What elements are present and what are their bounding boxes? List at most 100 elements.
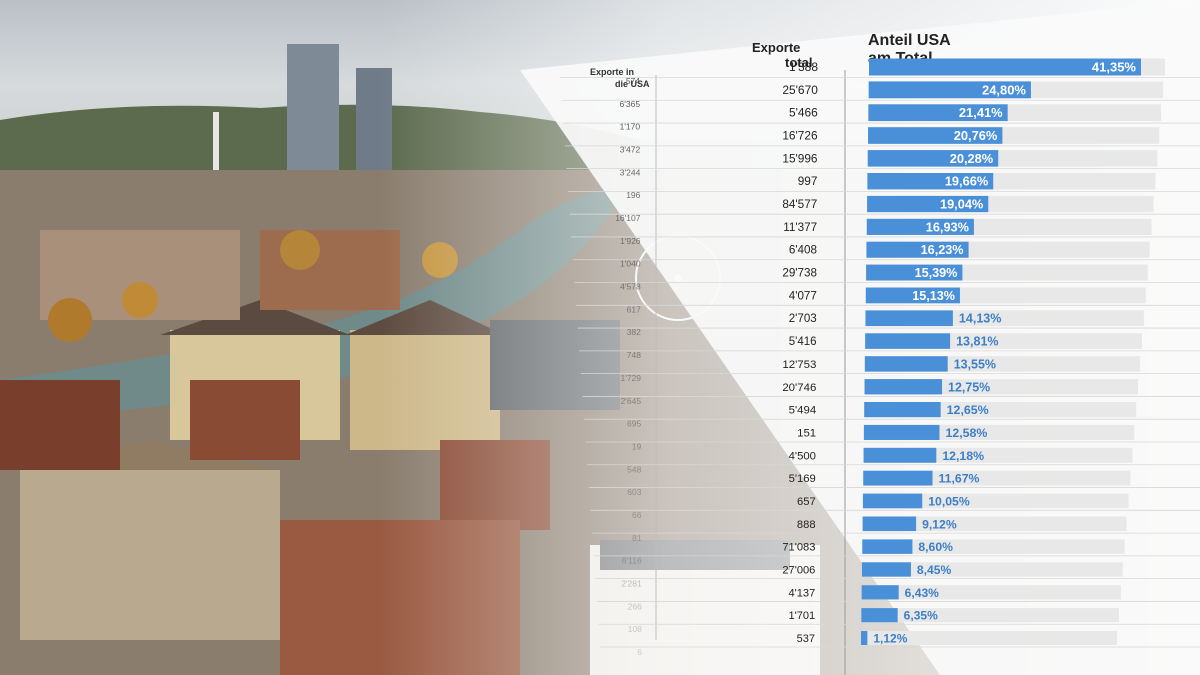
bar-track (862, 516, 1127, 532)
header-share-line1: Anteil USA (868, 32, 951, 49)
bar-track (862, 539, 1125, 554)
cell-exports-total: 1'701 (788, 610, 815, 622)
table-row: 16,93% 11'377 1'926 (571, 218, 1200, 246)
bar-value-label: 10,05% (928, 494, 970, 508)
bar-share-usa (862, 493, 923, 509)
table-row: 15,39% 29'738 4'578 (574, 264, 1200, 292)
bar-value-label: 16,23% (921, 243, 964, 257)
table-row: 21,41% 5'466 1'170 (563, 104, 1200, 132)
bar-share-usa (861, 562, 911, 577)
cell-exports-usa: 748 (627, 350, 641, 360)
bar-value-label: 6,35% (904, 609, 938, 623)
bar-share-usa (865, 333, 951, 349)
bar-share-usa (867, 150, 999, 167)
table-row: 8,45% 27'006 2'281 (595, 562, 1200, 588)
header-exports-total-line1: Exporte (752, 40, 800, 55)
bar-share-usa (863, 470, 933, 486)
table-row: 1,12% 537 6 (600, 631, 1200, 657)
bar-share-usa (863, 424, 940, 440)
cell-exports-total: 84'577 (782, 198, 817, 211)
cell-exports-total: 25'670 (782, 83, 818, 97)
cell-exports-usa: 1'926 (620, 236, 641, 246)
bar-share-usa (869, 58, 1141, 76)
cell-exports-total: 5'466 (789, 106, 818, 120)
bar-value-label: 16,93% (926, 219, 969, 234)
river (0, 190, 620, 420)
bar-value-label: 15,39% (915, 266, 958, 280)
bar-value-label: 8,60% (918, 540, 953, 554)
bar-share-usa (866, 241, 969, 258)
cell-exports-usa: 2'645 (621, 396, 642, 406)
table-row: 11,67% 5'169 603 (588, 470, 1200, 497)
table-row: 24,80% 25'670 6'365 (561, 81, 1200, 109)
table-row: 10,05% 657 66 (590, 493, 1200, 520)
bar-share-usa (867, 173, 994, 190)
table-row: 12,58% 151 19 (585, 424, 1200, 451)
cell-exports-usa: 6 (637, 647, 642, 657)
cell-exports-total: 4'137 (788, 587, 815, 599)
cell-exports-usa: 66 (632, 510, 642, 520)
table-row: 12,65% 5'494 695 (584, 402, 1200, 429)
bar-value-label: 13,81% (956, 335, 998, 349)
cell-exports-total: 20'746 (782, 382, 816, 394)
table-row: 41,35% 1'388 574 (560, 58, 1200, 86)
cell-exports-usa: 548 (627, 464, 641, 474)
header-exports-usa-line1: Exporte in (590, 67, 634, 77)
bar-value-label: 19,04% (940, 197, 983, 212)
bar-value-label: 6,43% (905, 586, 940, 600)
cell-exports-usa: 4'578 (620, 282, 641, 292)
bar-share-usa (863, 447, 937, 463)
bar-value-label: 1,12% (873, 632, 907, 646)
bar-value-label: 8,45% (917, 563, 952, 577)
cell-exports-total: 12'753 (782, 359, 816, 371)
cell-exports-total: 2'703 (789, 313, 817, 325)
bar-share-usa (865, 310, 953, 327)
cell-exports-usa: 603 (627, 487, 641, 497)
cell-exports-total: 15'996 (782, 151, 818, 165)
bar-share-usa (866, 218, 974, 235)
header-exports-usa-line2: die USA (615, 79, 650, 89)
bar-track (861, 585, 1121, 600)
cell-exports-usa: 695 (627, 419, 641, 429)
bar-value-label: 12,58% (945, 426, 987, 440)
cell-exports-usa: 574 (626, 76, 640, 86)
tower-left (287, 44, 339, 189)
cell-exports-usa: 196 (626, 190, 640, 200)
cell-exports-usa: 6'365 (620, 99, 641, 109)
bar-value-label: 41,35% (1092, 60, 1137, 75)
cell-exports-total: 657 (797, 496, 816, 508)
sheet-content: Exporte in die USA Exporte total Anteil … (560, 32, 1200, 675)
table-row: 14,13% 2'703 382 (577, 310, 1200, 337)
bar-value-label: 13,55% (954, 357, 996, 371)
cell-exports-total: 27'006 (782, 564, 815, 576)
table-row: 6,43% 4'137 266 (596, 585, 1200, 611)
chimney (213, 112, 219, 172)
bar-share-usa (861, 608, 898, 623)
cell-exports-total: 537 (797, 633, 815, 645)
table-row: 15,13% 4'077 617 (576, 287, 1200, 314)
bar-share-usa (864, 356, 948, 372)
header-exports-total-line2: total (785, 55, 812, 70)
table-rows: 41,35% 1'388 574 24,80% 25'670 6'365 21,41% 5'4… (560, 58, 1200, 657)
cell-exports-total: 997 (798, 174, 818, 188)
cell-exports-usa: 266 (628, 601, 642, 611)
bar-share-usa (867, 195, 989, 213)
cell-exports-usa: 19 (632, 441, 642, 451)
bar-value-label: 15,13% (912, 289, 955, 303)
cell-exports-total: 16'726 (782, 129, 818, 143)
cell-exports-total: 5'169 (789, 473, 816, 485)
bar-value-label: 12,75% (948, 380, 990, 394)
bar-share-usa (868, 81, 1031, 99)
table-row: 12,18% 4'500 548 (587, 447, 1200, 474)
bar-share-usa (866, 264, 963, 281)
bar-share-usa (868, 127, 1003, 144)
cell-exports-usa: 617 (627, 304, 641, 314)
table-row: 12,75% 20'746 2'645 (582, 379, 1200, 406)
bar-value-label: 21,41% (959, 105, 1003, 120)
bar-track (861, 562, 1123, 577)
cell-exports-usa: 3'472 (620, 145, 641, 155)
table-row: 13,55% 12'753 1'729 (580, 356, 1200, 383)
bar-track (861, 608, 1119, 623)
cell-exports-total: 5'416 (789, 336, 817, 348)
